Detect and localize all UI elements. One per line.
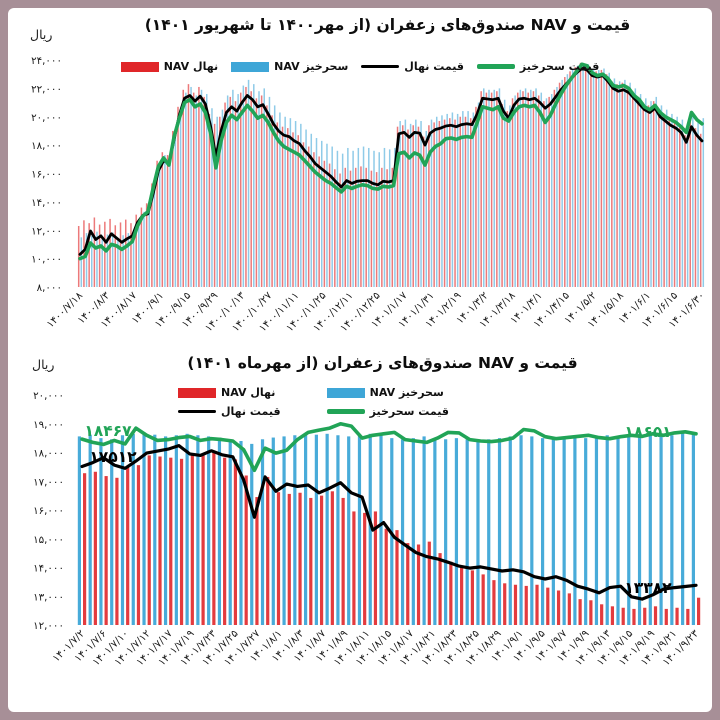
y-axis-unit-label: ریال [32, 357, 55, 372]
price-nahal-swatch [361, 65, 400, 68]
nahal-nav-swatch [178, 387, 216, 398]
price-saharkhiz-swatch [326, 409, 365, 414]
legend-item-nahal-nav: نهال NAV [120, 60, 219, 73]
price-saharkhiz-swatch [476, 64, 515, 69]
legend-label: قیمت سحرخیز [519, 60, 600, 73]
chart-title-1400: قیمت و NAV صندوق‌های زعفران (از مهر۱۴۰۰ … [144, 16, 631, 34]
legend-item-nahal-nav: نهال NAV [178, 386, 281, 399]
chart-title-1401: قیمت و NAV صندوق‌های زعفران (از مهرماه ۱… [187, 354, 578, 372]
legend-label: نهال NAV [163, 60, 219, 73]
legend-label: قیمت نهال [404, 60, 464, 73]
legend-label: قیمت سحرخیز [369, 405, 449, 418]
legend-1400: نهال NAV سحرخیز NAV قیمت نهال قیمت سحرخی… [0, 60, 720, 73]
legend-label: سحرخیز NAV [274, 60, 349, 73]
price-nahal-swatch [178, 410, 216, 413]
legend-label: سحرخیز NAV [369, 386, 444, 399]
saharkhiz-nav-swatch [231, 61, 270, 72]
legend-item-saharkhiz-nav: سحرخیز NAV [231, 60, 348, 73]
legend-item-price-saharkhiz: قیمت سحرخیز [326, 405, 449, 418]
legend-1401: نهال NAV سحرخیز NAV قیمت نهال قیمت سحرخی… [178, 386, 449, 418]
legend-label: قیمت نهال [221, 405, 281, 418]
legend-item-price-nahal: قیمت نهال [361, 60, 464, 73]
nahal-nav-swatch [120, 61, 159, 72]
y-axis-unit-label: ریال [30, 27, 53, 42]
saharkhiz-nav-swatch [326, 387, 365, 398]
legend-item-price-saharkhiz: قیمت سحرخیز [476, 60, 600, 73]
legend-item-price-nahal: قیمت نهال [178, 405, 281, 418]
legend-item-saharkhiz-nav: سحرخیز NAV [326, 386, 449, 399]
legend-label: نهال NAV [221, 386, 276, 399]
